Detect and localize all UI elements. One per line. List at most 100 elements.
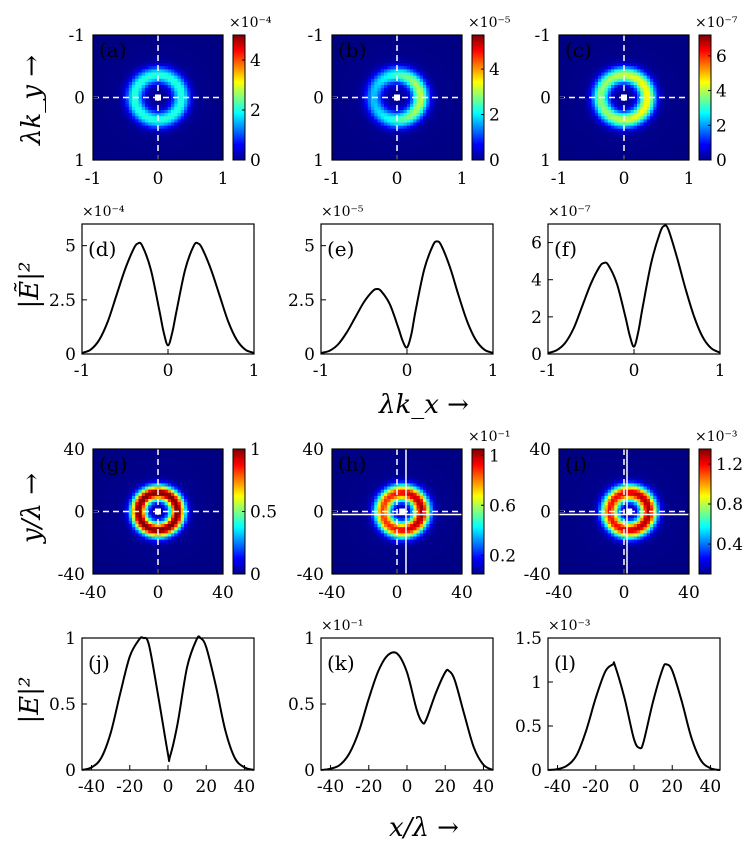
heatmap-cell xyxy=(565,85,570,89)
heatmap-cell xyxy=(115,38,120,42)
heatmap-cell xyxy=(345,75,349,80)
heatmap-cell xyxy=(354,97,359,102)
heatmap-cell xyxy=(216,75,221,80)
heatmap-cell xyxy=(177,38,182,42)
heatmap-cell xyxy=(335,63,339,67)
heatmap-cell xyxy=(115,75,120,80)
heatmap-cell xyxy=(380,69,385,73)
heatmap-cell xyxy=(384,47,388,52)
heatmap-cell xyxy=(345,66,349,70)
heatmap-cell xyxy=(676,141,680,145)
heatmap-cell xyxy=(102,97,107,102)
heatmap-cell xyxy=(119,119,123,123)
heatmap-cell xyxy=(348,88,352,92)
heatmap-cell xyxy=(594,131,599,136)
heatmap-cell xyxy=(112,452,117,456)
heatmap-cell xyxy=(669,72,674,77)
heatmap-cell xyxy=(423,131,427,136)
heatmap-cell xyxy=(403,38,408,42)
heatmap-cell xyxy=(119,78,123,83)
heatmap-cell xyxy=(643,88,648,92)
heatmap-cell xyxy=(598,131,602,136)
heatmap-cell xyxy=(617,131,622,136)
heatmap-cell xyxy=(341,50,346,55)
heatmap-cell xyxy=(193,50,198,55)
heatmap-cell xyxy=(158,113,162,117)
heatmap-cell xyxy=(604,122,609,127)
colorbar-tick-label: 0 xyxy=(489,151,500,171)
heatmap-cell xyxy=(575,110,579,114)
heatmap-cell xyxy=(458,141,463,145)
heatmap-cell xyxy=(177,75,182,80)
heatmap-cell xyxy=(676,122,680,127)
heatmap-cell xyxy=(151,125,156,130)
heatmap-cell xyxy=(380,44,385,48)
heatmap-cell xyxy=(598,63,602,67)
heatmap-cell xyxy=(128,38,133,42)
heatmap-cell xyxy=(624,35,628,39)
heatmap-cell xyxy=(151,141,156,145)
heatmap-cell xyxy=(672,141,677,145)
heatmap-cell xyxy=(601,141,605,145)
heatmap-cell xyxy=(575,141,579,145)
heatmap-cell xyxy=(102,75,107,80)
heatmap-cell xyxy=(348,53,352,58)
heatmap-cell xyxy=(663,69,667,73)
heatmap-cell xyxy=(685,144,690,148)
heatmap-cell xyxy=(591,81,596,86)
heatmap-cell xyxy=(180,138,185,142)
heatmap-cell xyxy=(646,75,651,80)
heatmap-cell xyxy=(184,85,188,89)
heatmap-cell xyxy=(397,56,401,61)
heatmap-cell xyxy=(358,81,362,86)
heatmap-cell xyxy=(93,141,97,145)
heatmap-cell xyxy=(96,78,100,83)
heatmap-cell xyxy=(653,85,657,89)
heatmap-cell xyxy=(614,85,618,89)
heatmap-cell xyxy=(106,81,110,86)
heatmap-cell xyxy=(148,116,152,120)
heatmap-cell xyxy=(125,97,130,102)
heatmap-cell xyxy=(591,138,596,142)
heatmap-cell xyxy=(180,66,185,70)
heatmap-cell xyxy=(659,50,664,55)
heatmap-cell xyxy=(585,100,589,105)
heatmap-cell xyxy=(565,66,570,70)
heatmap-cell xyxy=(213,103,217,108)
heatmap-cell xyxy=(617,66,622,70)
heatmap-cell xyxy=(397,103,401,108)
heatmap-cell xyxy=(148,38,152,42)
heatmap-cell xyxy=(122,125,126,130)
heatmap-cell xyxy=(380,110,385,114)
heatmap-cell xyxy=(193,47,198,52)
heatmap-cell xyxy=(345,128,349,133)
heatmap-cell xyxy=(604,131,609,136)
heatmap-cell xyxy=(591,116,596,120)
heatmap-cell xyxy=(426,97,430,102)
heatmap-cell xyxy=(184,138,188,142)
heatmap-cell xyxy=(138,147,143,152)
heatmap-cell xyxy=(332,69,336,73)
heatmap-cell xyxy=(611,35,615,39)
heatmap-cell xyxy=(200,81,204,86)
heatmap-cell xyxy=(338,135,343,139)
heatmap-cell xyxy=(119,125,123,130)
heatmap-cell xyxy=(190,128,195,133)
heatmap-cell xyxy=(354,81,359,86)
heatmap-cell xyxy=(568,144,573,148)
heatmap-cell xyxy=(630,35,635,39)
heatmap-cell xyxy=(161,63,165,67)
heatmap-cell xyxy=(666,35,670,39)
heatmap-cell xyxy=(614,144,618,148)
heatmap-cell xyxy=(361,110,365,114)
heatmap-cell xyxy=(426,113,430,117)
heatmap-cell xyxy=(633,47,638,52)
heatmap-cell xyxy=(167,150,172,155)
heatmap-cell xyxy=(164,44,169,48)
heatmap-cell xyxy=(390,116,395,120)
heatmap-cell xyxy=(93,85,97,89)
heatmap-cell xyxy=(656,125,661,130)
heatmap-cell xyxy=(200,116,204,120)
heatmap-cell xyxy=(617,50,622,55)
heatmap-cell xyxy=(620,85,625,89)
